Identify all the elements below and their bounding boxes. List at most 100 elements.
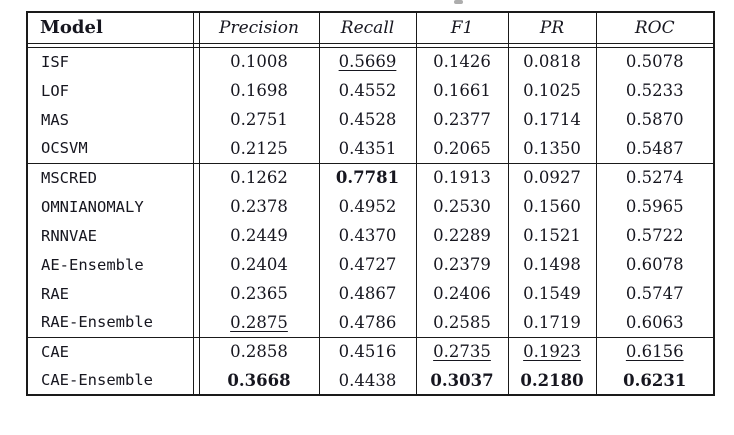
model-name: RNNVAE [41, 226, 97, 245]
table-row: RAE 0.2365 0.4867 0.2406 0.1549 0.5747 [27, 279, 714, 308]
metric-value: 0.4351 [318, 134, 416, 164]
metric-value: 0.2751 [198, 105, 319, 134]
metric-value: 0.1698 [198, 76, 319, 105]
table-row: LOF 0.1698 0.4552 0.1661 0.1025 0.5233 [27, 76, 714, 105]
metric-value: 0.2858 [198, 337, 319, 366]
metric-value: 0.6231 [595, 366, 714, 395]
metric-value: 0.4370 [318, 221, 416, 250]
metric-value: 0.2180 [507, 366, 596, 395]
metric-value: 0.2875 [198, 308, 319, 338]
model-name: AE-Ensemble [41, 255, 144, 274]
rule-segment [27, 42, 193, 48]
column-header-precision: Precision [198, 12, 319, 43]
metric-value: 0.1350 [507, 134, 596, 164]
table-row: CAE-Ensemble 0.3668 0.4438 0.3037 0.2180… [27, 366, 714, 395]
metric-value: 0.5669 [318, 47, 416, 76]
model-name: MAS [41, 110, 69, 129]
model-name: CAE [41, 342, 69, 361]
rule-segment [595, 42, 714, 48]
header-row: Model Precision Recall F1 PR ROC [27, 12, 714, 43]
metric-value: 0.1714 [507, 105, 596, 134]
metric-value: 0.4552 [318, 76, 416, 105]
column-header-recall: Recall [318, 12, 416, 43]
metric-value: 0.1008 [198, 47, 319, 76]
metric-value: 0.1560 [507, 192, 596, 221]
metric-value: 0.2065 [415, 134, 508, 164]
metric-value: 0.0927 [507, 163, 596, 192]
metric-value: 0.6063 [595, 308, 714, 338]
metric-value: 0.4516 [318, 337, 416, 366]
model-name: CAE-Ensemble [41, 371, 153, 389]
table-header: Model Precision Recall F1 PR ROC [27, 12, 714, 48]
column-header-pr: PR [507, 12, 596, 43]
model-name: RAE [41, 284, 69, 303]
metric-value: 0.1521 [507, 221, 596, 250]
model-name: LOF [41, 81, 69, 100]
model-name: RAE-Ensemble [27, 308, 193, 338]
metric-value: 0.4867 [318, 279, 416, 308]
metric-value: 0.0818 [507, 47, 596, 76]
table-row: MAS 0.2751 0.4528 0.2377 0.1714 0.5870 [27, 105, 714, 134]
metric-value: 0.4528 [318, 105, 416, 134]
metric-value: 0.1923 [507, 337, 596, 366]
metric-value: 0.2585 [415, 308, 508, 338]
metric-value: 0.4727 [318, 250, 416, 279]
metric-value: 0.2379 [415, 250, 508, 279]
metric-value: 0.1498 [507, 250, 596, 279]
metric-value: 0.2735 [415, 337, 508, 366]
rule-segment [318, 42, 416, 48]
table-body: ISF 0.1008 0.5669 0.1426 0.0818 0.5078 L… [27, 47, 714, 395]
rule-segment [507, 42, 596, 48]
model-name: ISF [41, 52, 69, 71]
column-header-f1: F1 [415, 12, 508, 43]
metric-value: 0.2378 [198, 192, 319, 221]
header-double-rule [27, 42, 714, 48]
metric-value: 0.2404 [198, 250, 319, 279]
cropped-caption-fragment [454, 0, 463, 4]
table-row: CAE 0.2858 0.4516 0.2735 0.1923 0.6156 [27, 337, 714, 366]
metric-value: 0.1549 [507, 279, 596, 308]
metric-value: 0.5078 [595, 47, 714, 76]
metric-value: 0.2289 [415, 221, 508, 250]
table-row: AE-Ensemble 0.2404 0.4727 0.2379 0.1498 … [27, 250, 714, 279]
metric-value: 0.4438 [318, 366, 416, 395]
metric-value: 0.4786 [318, 308, 416, 338]
metric-value: 0.2365 [198, 279, 319, 308]
metric-value: 0.2449 [198, 221, 319, 250]
metric-value: 0.1025 [507, 76, 596, 105]
metric-value: 0.2406 [415, 279, 508, 308]
metric-value: 0.4952 [318, 192, 416, 221]
table-row: RNNVAE 0.2449 0.4370 0.2289 0.1521 0.572… [27, 221, 714, 250]
metric-value: 0.6078 [595, 250, 714, 279]
metric-value: 0.1913 [415, 163, 508, 192]
table-row: MSCRED 0.1262 0.7781 0.1913 0.0927 0.527… [27, 163, 714, 192]
table-row: RAE-Ensemble 0.2875 0.4786 0.2585 0.1719… [27, 308, 714, 338]
metric-value: 0.5487 [595, 134, 714, 164]
model-name: OMNIANOMALY [41, 197, 144, 216]
metric-value: 0.1426 [415, 47, 508, 76]
metric-value: 0.3037 [415, 366, 508, 395]
metric-value: 0.5722 [595, 221, 714, 250]
table-row: ISF 0.1008 0.5669 0.1426 0.0818 0.5078 [27, 47, 714, 76]
metric-value: 0.6156 [595, 337, 714, 366]
metric-value: 0.1262 [198, 163, 319, 192]
metric-value: 0.5274 [595, 163, 714, 192]
table-row: OMNIANOMALY 0.2378 0.4952 0.2530 0.1560 … [27, 192, 714, 221]
rule-segment [415, 42, 508, 48]
model-name: MSCRED [41, 168, 97, 187]
rule-segment [198, 42, 319, 48]
metric-value: 0.2125 [198, 134, 319, 164]
column-header-model: Model [40, 17, 103, 39]
metric-value: 0.2530 [415, 192, 508, 221]
metric-value: 0.5747 [595, 279, 714, 308]
metric-value: 0.2377 [415, 105, 508, 134]
table-row: OCSVM 0.2125 0.4351 0.2065 0.1350 0.5487 [27, 134, 714, 164]
metric-value: 0.1661 [415, 76, 508, 105]
metric-value: 0.7781 [318, 163, 416, 192]
metric-value: 0.5870 [595, 105, 714, 134]
metric-value: 0.1719 [507, 308, 596, 338]
metric-value: 0.5965 [595, 192, 714, 221]
column-header-roc: ROC [595, 12, 714, 43]
results-table: Model Precision Recall F1 PR ROC ISF 0.1… [26, 11, 715, 396]
metric-value: 0.5233 [595, 76, 714, 105]
